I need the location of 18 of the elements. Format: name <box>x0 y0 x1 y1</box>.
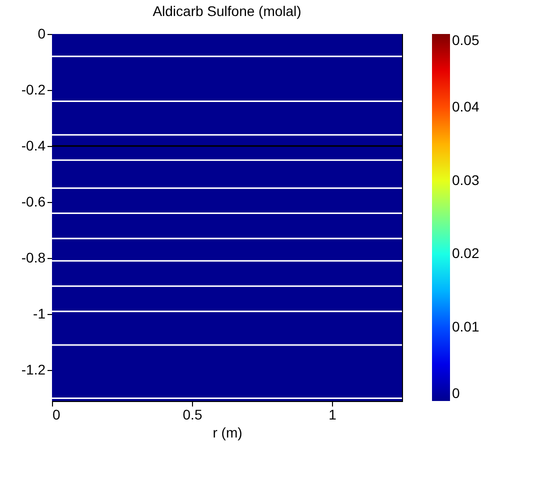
x-tick-label: 0.5 <box>182 406 202 422</box>
color-bar-label: 0.01 <box>452 318 480 335</box>
y-tick-label: -0.2 <box>21 82 46 98</box>
x-axis-title: r (m) <box>212 424 242 440</box>
x-tick-label: 1 <box>328 406 337 422</box>
color-bar-label: 0.02 <box>452 245 480 262</box>
chart-title: Aldicarb Sulfone (molal) <box>152 3 302 19</box>
color-bar-label: 0.04 <box>452 98 480 114</box>
y-tick-label: 0 <box>38 26 46 42</box>
y-tick-label: -0.6 <box>21 194 46 210</box>
y-tick-label: -0.8 <box>21 250 46 266</box>
x-tick-label: 0 <box>52 406 60 422</box>
y-tick-label: -1 <box>33 306 46 322</box>
color-bar-label: 0.03 <box>452 172 480 188</box>
y-tick-label: -0.4 <box>21 138 46 154</box>
y-tick-label: -1.2 <box>21 362 46 378</box>
color-bar-label: 0.05 <box>452 32 480 48</box>
color-bar-label: 0 <box>452 385 460 401</box>
